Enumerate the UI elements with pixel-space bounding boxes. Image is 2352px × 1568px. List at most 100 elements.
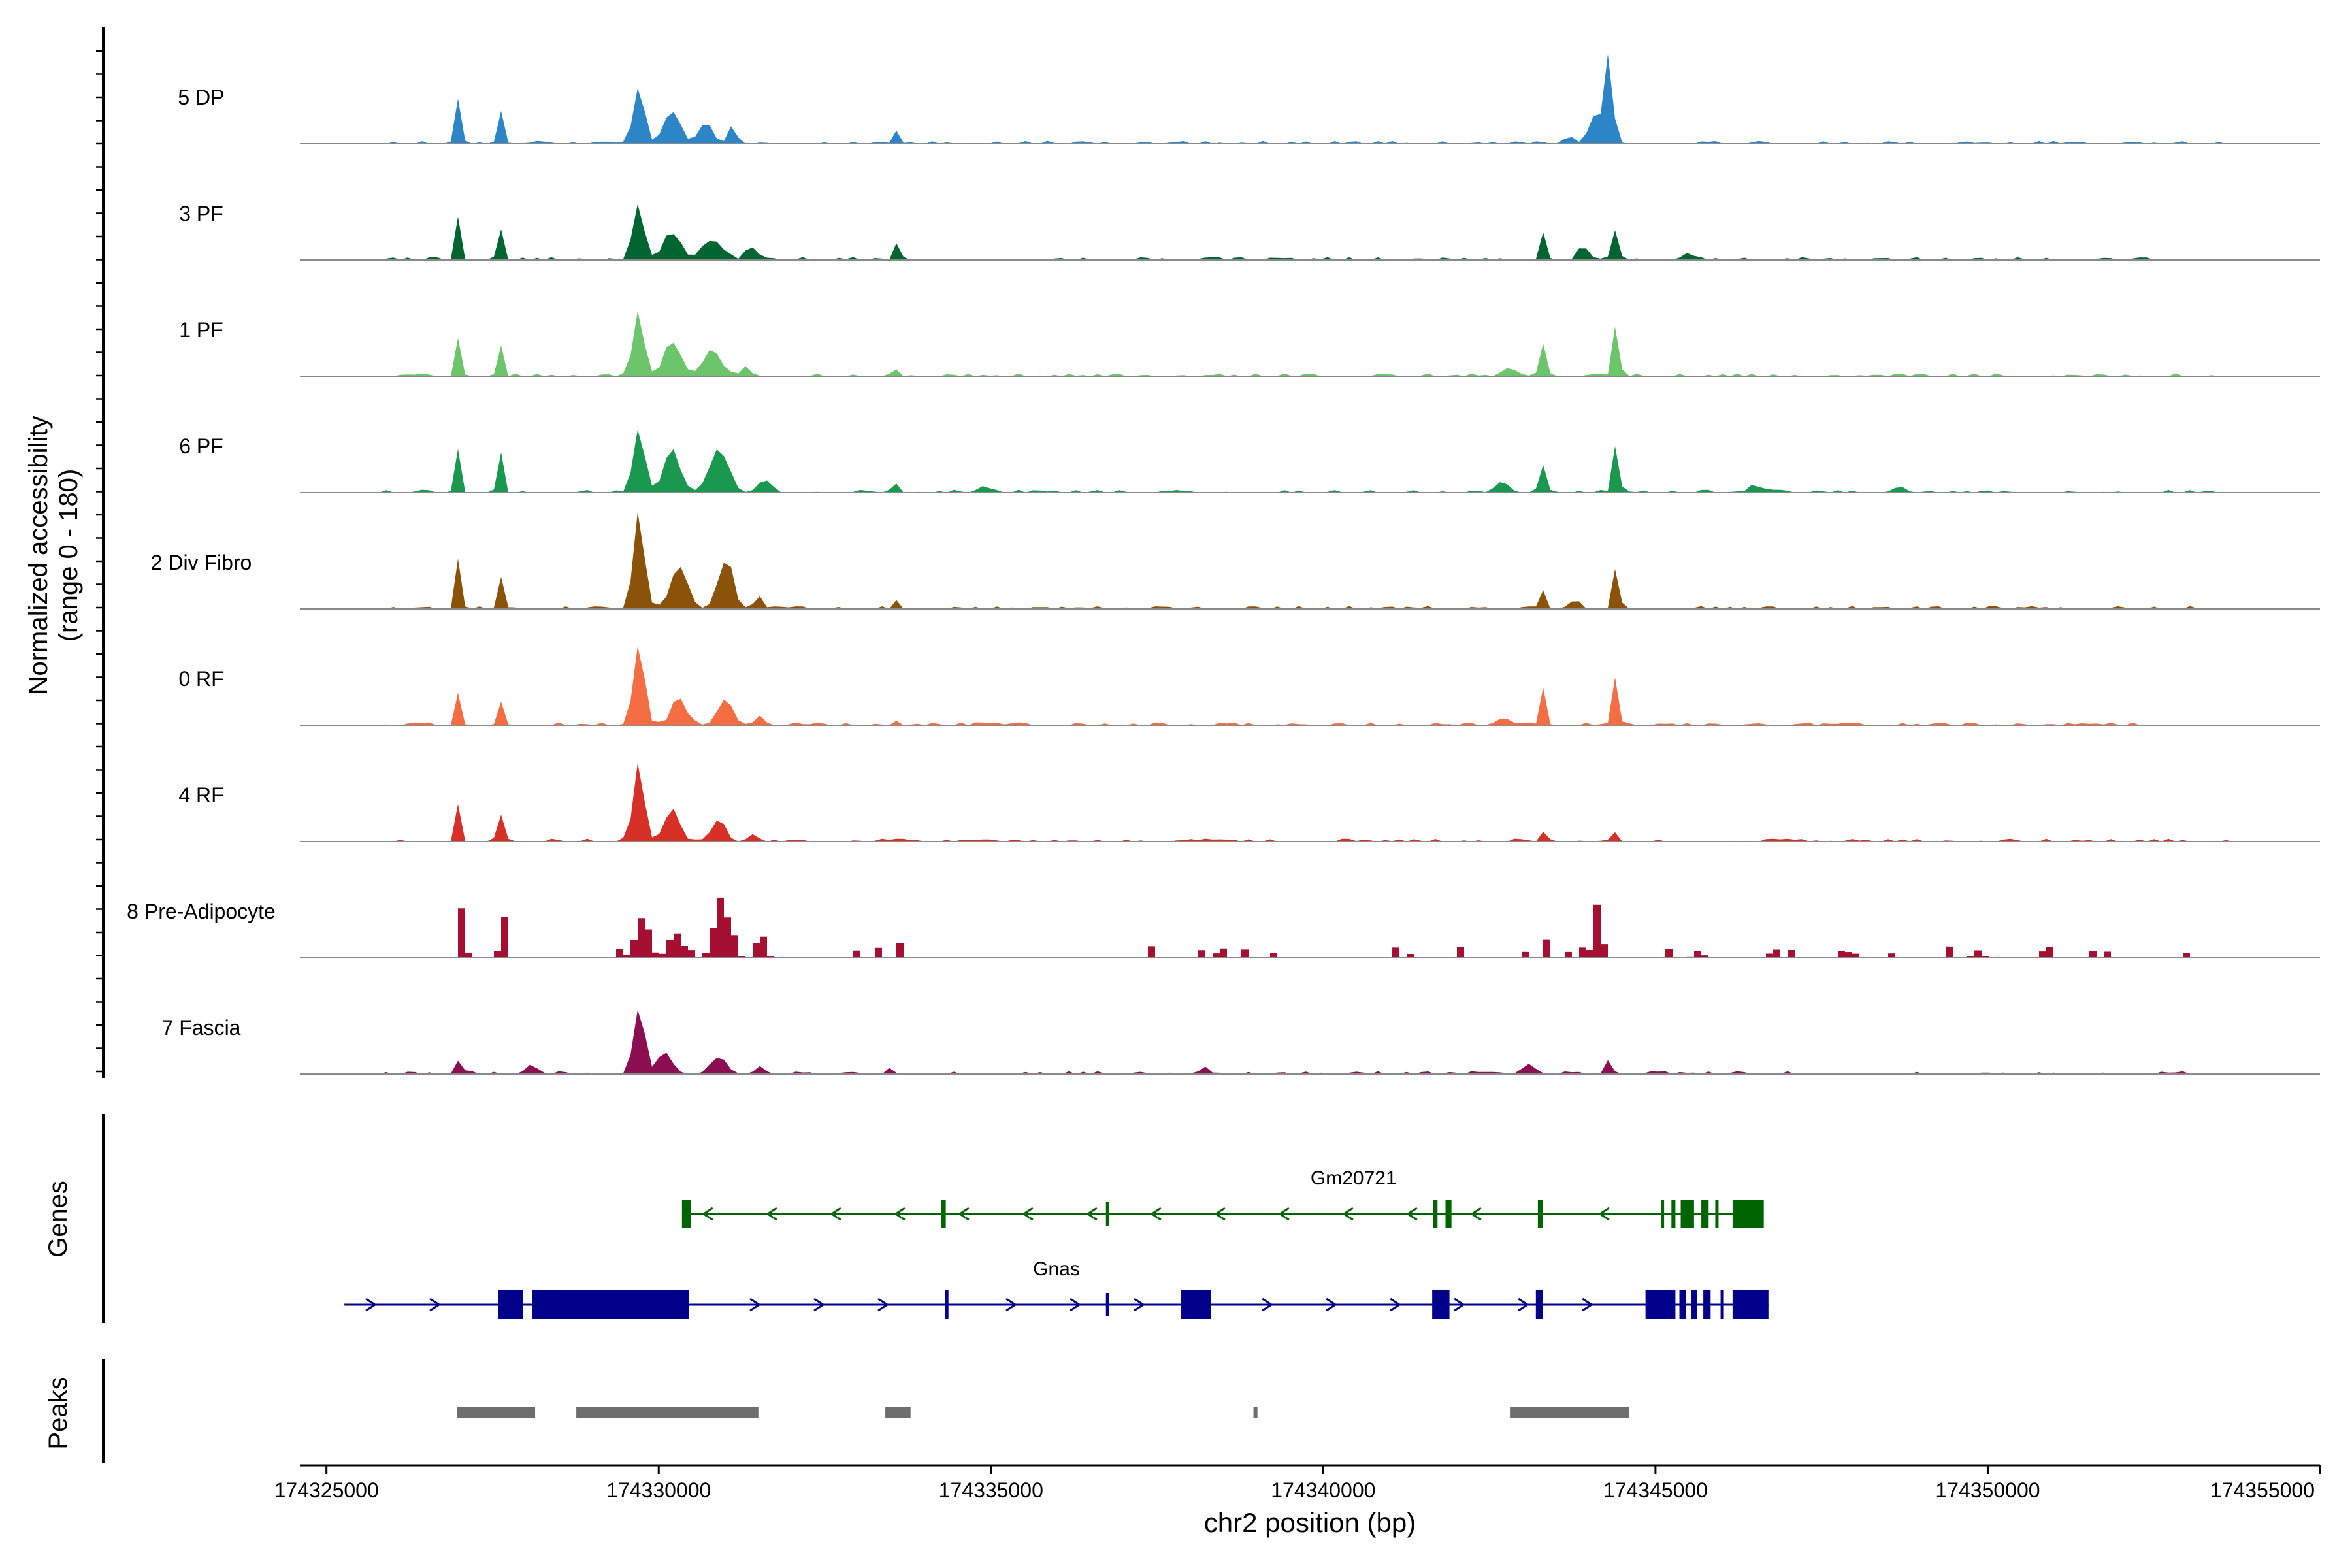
strand-chevron [702,1207,713,1221]
exon [1105,1202,1109,1226]
track-label: 3 PF [179,202,223,225]
peak-region [885,1407,911,1418]
exon [681,1200,691,1228]
track-label: 1 PF [179,318,223,342]
x-tick-label: 174325000 [274,1478,379,1502]
strand-chevron [1278,1207,1290,1221]
gene-models: Gm20721 Gnas [344,1168,1769,1319]
strand-chevron [1150,1207,1162,1221]
strand-chevron [1582,1298,1593,1312]
tracks-group: 5 DP 3 PF 1 PF 6 PF 2 Div Fibro 0 RF 4 RF 8 Pre… [127,54,2320,1075]
exon [945,1290,949,1319]
strand-chevron [894,1207,906,1221]
track-4-rf: 4 RF [178,762,2320,842]
peak-region [457,1407,536,1418]
strand-chevron [1518,1298,1529,1312]
genes-panel-label: Genes [44,1181,73,1258]
exon [1732,1200,1764,1228]
strand-chevron [1390,1298,1401,1312]
exon [1432,1290,1450,1319]
strand-chevron [1005,1298,1017,1312]
x-tick-label: 174345000 [1603,1478,1708,1502]
strand-chevron [1598,1207,1610,1221]
exon [941,1200,946,1228]
x-axis-label: chr2 position (bp) [1204,1507,1416,1538]
gene-gm20721: Gm20721 [681,1168,1764,1228]
peak-regions [457,1407,1629,1418]
strand-chevron [1326,1298,1337,1312]
coverage-panel: Normalized accessibility (range 0 - 180)… [24,27,2320,1078]
strand-chevron [429,1298,441,1312]
strand-chevron [1134,1298,1145,1312]
track-label: 7 Fascia [162,1016,241,1039]
peak-region [576,1407,759,1418]
x-axis: 174325000 174330000 174335000 174340000 1743… [274,1464,2321,1538]
strand-chevron [365,1298,377,1312]
gene-label: Gm20721 [1311,1168,1397,1189]
strand-chevron [1454,1298,1465,1312]
track-label: 6 PF [179,434,223,458]
exon [1679,1290,1686,1319]
track-label: 2 Div Fibro [151,551,252,574]
exon [1701,1200,1709,1228]
track-label: 8 Pre-Adipocyte [127,900,276,923]
exon [1645,1290,1676,1319]
coverage-area [300,204,2320,260]
strand-chevron [1470,1207,1482,1221]
coverage-area [300,54,2320,144]
x-tick-label: 174350000 [1935,1478,2040,1502]
coverage-area [300,646,2320,725]
x-tick-label: 174335000 [939,1478,1043,1502]
track-1-pf: 1 PF [179,310,2320,377]
strand-chevron [830,1207,841,1221]
exon [1433,1200,1438,1228]
exon [1720,1290,1724,1319]
track-6-pf: 6 PF [179,429,2320,493]
exon [1703,1290,1711,1319]
strand-chevron [1086,1207,1098,1221]
x-tick-label: 174330000 [606,1478,711,1502]
strand-chevron [1262,1298,1273,1312]
peaks-panel: Peaks [44,1359,1629,1463]
x-axis-ticks: 174325000 174330000 174335000 174340000 1743… [274,1465,2321,1502]
strand-chevron [813,1298,825,1312]
y-axis-label: Normalized accessibility [24,416,53,695]
strand-chevron [1342,1207,1354,1221]
track-8-pre-adipocyte: 8 Pre-Adipocyte [127,897,2320,958]
strand-chevron [877,1298,889,1312]
peak-region [1510,1407,1629,1418]
exon [1535,1290,1543,1319]
strand-chevron [1214,1207,1226,1221]
coverage-area [300,512,2320,609]
track-label: 5 DP [178,86,224,109]
peak-region [1253,1407,1258,1418]
strand-chevron [749,1298,761,1312]
exon [1715,1200,1719,1228]
exon [1181,1290,1211,1319]
track-7-fascia: 7 Fascia [162,1009,2320,1075]
coverage-area [300,762,2320,841]
strand-chevron [1406,1207,1418,1221]
y-axis-range-label: (range 0 - 180) [54,469,83,642]
track-2-div-fibro: 2 Div Fibro [151,512,2320,610]
exon [1671,1200,1676,1228]
gene-gnas: Gnas [344,1258,1769,1319]
track-5-dp: 5 DP [178,54,2320,144]
track-label: 4 RF [178,783,223,807]
x-tick-label: 174340000 [1271,1478,1375,1502]
exon [532,1290,689,1319]
track-label: 0 RF [178,667,223,691]
peaks-panel-label: Peaks [44,1377,73,1449]
strand-chevron [1022,1207,1034,1221]
strand-chevron [766,1207,777,1221]
x-tick-label: 174355000 [2210,1478,2315,1502]
coverage-area [300,429,2320,493]
coverage-y-ticks [96,50,103,1073]
gene-label: Gnas [1033,1258,1080,1280]
track-3-pf: 3 PF [179,202,2320,261]
track-0-rf: 0 RF [178,646,2320,726]
exon [1732,1290,1769,1319]
coverage-area [300,310,2320,376]
genes-panel: Genes Gm20721 Gnas [44,1114,1769,1323]
